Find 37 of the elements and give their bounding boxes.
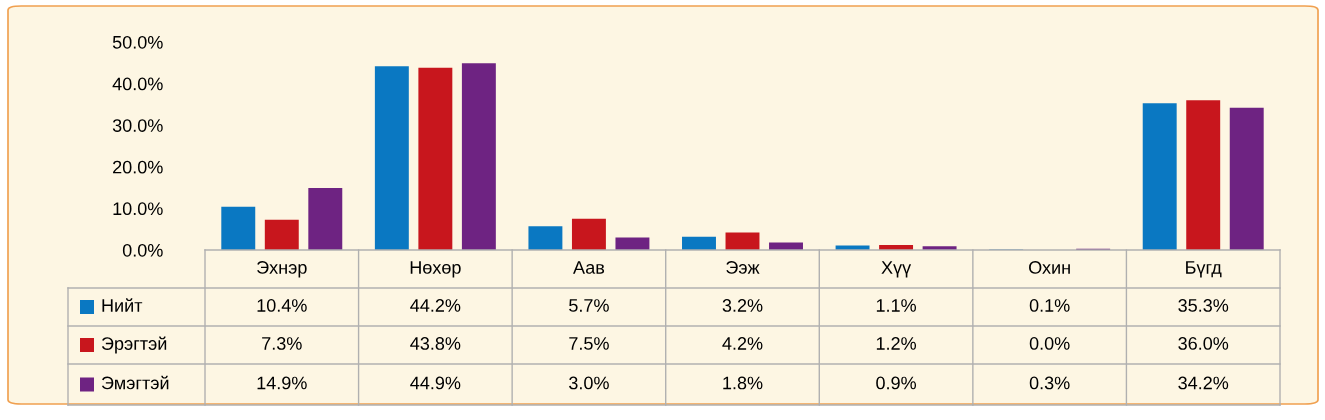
y-tick-label: 20.0% [113, 160, 163, 174]
data-label: 44.9% [410, 376, 461, 390]
y-tick-label: 10.0% [113, 202, 163, 216]
x-tick-label: Нөхөр [410, 261, 461, 278]
data-label: 35.3% [1178, 299, 1229, 312]
data-label: 0.0% [1029, 337, 1070, 350]
data-label: 14.9% [257, 376, 307, 390]
data-label: 1.2% [876, 337, 917, 350]
legend-label: Эрэгтэй [101, 336, 167, 354]
data-label: 10.4% [257, 299, 307, 312]
x-tick-label: Ээж [726, 261, 760, 274]
x-tick-label: Эхнэр [257, 261, 307, 278]
data-label: 3.2% [722, 299, 763, 312]
data-label: 7.3% [262, 337, 302, 350]
data-label: 0.1% [1029, 299, 1070, 312]
y-tick-label: 0.0% [122, 243, 163, 257]
data-label: 34.2% [1178, 376, 1229, 390]
legend-label: Нийт [102, 298, 143, 312]
y-tick-label: 30.0% [112, 119, 163, 132]
data-label: 43.8% [410, 337, 461, 350]
data-label: 44.2% [410, 299, 461, 312]
data-label: 1.1% [876, 299, 917, 312]
legend-label: Эмэгтэй [101, 375, 169, 390]
data-label: 0.9% [876, 376, 917, 390]
data-label: 5.7% [569, 299, 609, 312]
data-label: 0.3% [1029, 376, 1070, 390]
x-tick-label: Аав [573, 261, 605, 274]
data-label: 36.0% [1178, 337, 1229, 350]
data-label: 1.8% [723, 376, 763, 390]
data-label: 3.0% [569, 376, 609, 390]
data-label: 7.5% [569, 337, 609, 350]
y-tick-label: 40.0% [112, 77, 163, 91]
x-tick-label: Бүгд [1186, 261, 1222, 278]
x-tick-label: Хүү [881, 261, 912, 278]
y-tick-label: 50.0% [112, 35, 163, 49]
data-label: 4.2% [722, 337, 763, 350]
x-tick-label: Охин [1029, 261, 1070, 274]
